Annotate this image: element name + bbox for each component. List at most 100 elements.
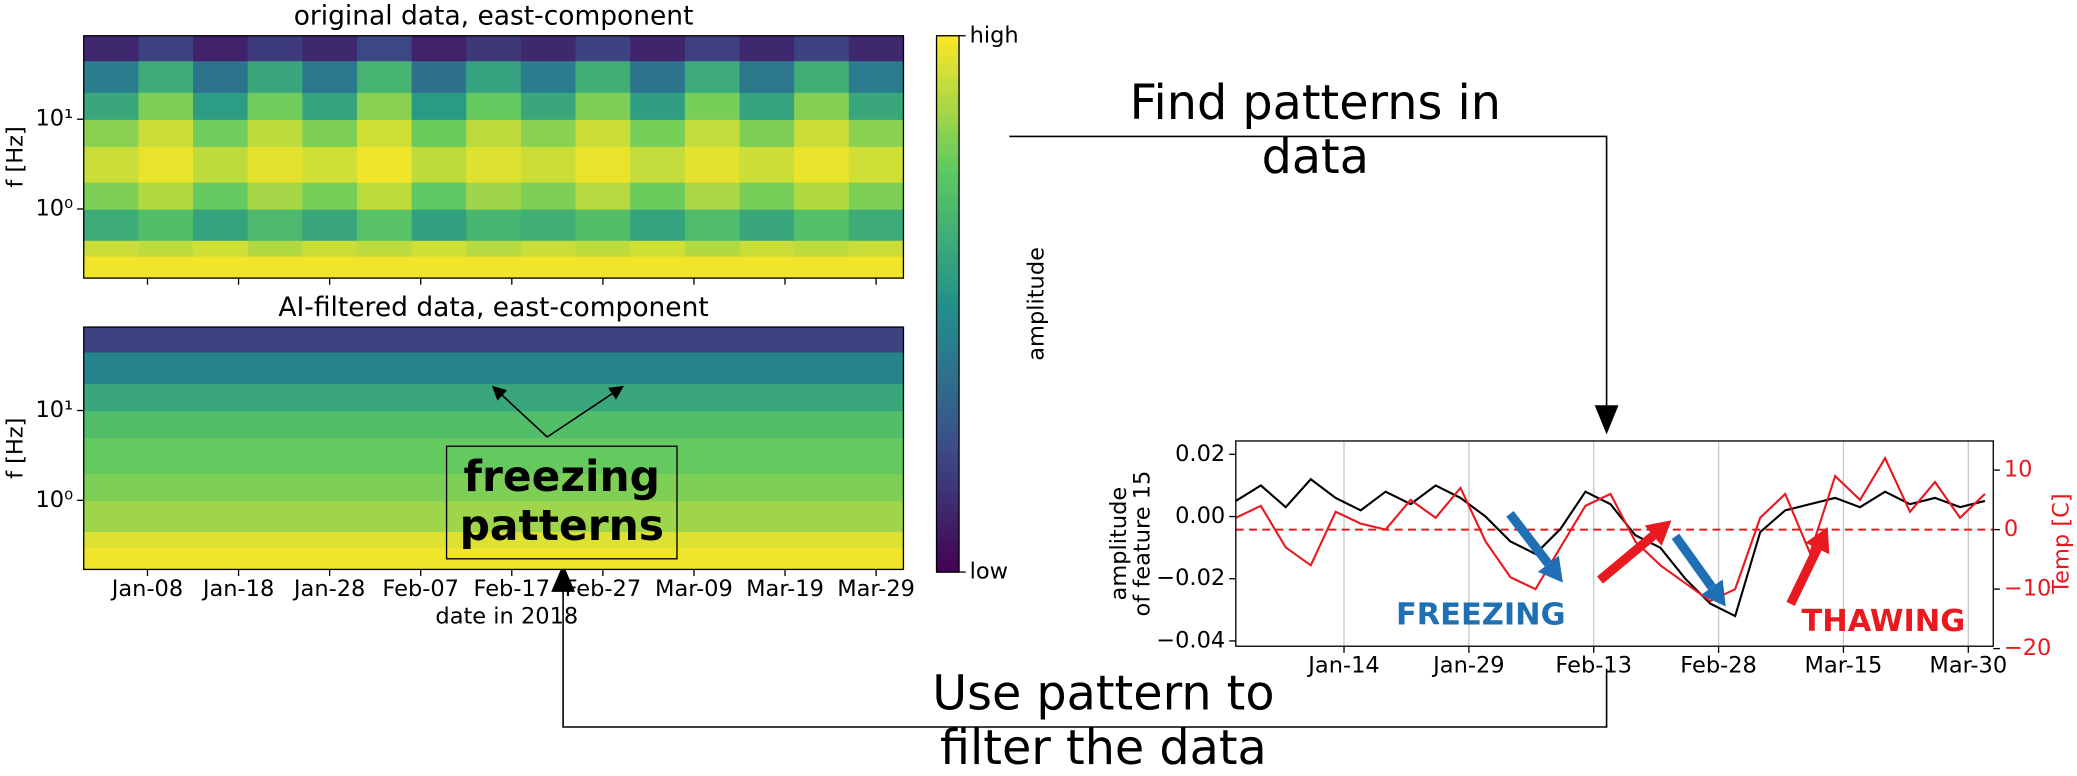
- heatmap-cell: [83, 410, 905, 439]
- annotation: data: [1262, 130, 1369, 185]
- colorbar-segment: [936, 136, 960, 144]
- heatmap-cell: [684, 92, 741, 120]
- colorbar-segment: [936, 484, 960, 493]
- heatmap-cell: [247, 146, 303, 183]
- heatmap-cell: [848, 92, 905, 120]
- heatmap-cell: [739, 181, 795, 210]
- heatmap-cell: [630, 181, 686, 210]
- annotation-arrow: [1506, 510, 1553, 567]
- colorbar-segment: [936, 411, 960, 419]
- colorbar-segment: [936, 89, 960, 97]
- colorbar-segment: [936, 243, 960, 251]
- heatmap-cell: [630, 255, 686, 279]
- heatmap-cell: [411, 35, 467, 62]
- heatmap-cell: [684, 119, 741, 147]
- heatmap-cell: [356, 60, 413, 93]
- heatmap-cell: [794, 208, 850, 241]
- colorbar-segment: [936, 169, 960, 178]
- heatmap-cell: [138, 181, 194, 210]
- heatmap-cell: [684, 181, 741, 210]
- heatmap-cell: [520, 208, 577, 241]
- y-tick-label: 10¹: [35, 106, 73, 132]
- colorbar-segment: [936, 364, 960, 372]
- heatmap-cell: [356, 240, 413, 257]
- heatmap-cell: [356, 35, 413, 62]
- x-tick-label: Mar-29: [837, 576, 915, 602]
- heatmap-cell: [848, 119, 905, 147]
- colorbar-segment: [936, 203, 960, 211]
- heatmap-cell: [83, 255, 140, 279]
- x-tick-label: Feb-17: [473, 576, 550, 602]
- heatmap-cell: [138, 92, 194, 120]
- heatmap-cell: [411, 181, 467, 210]
- colorbar-segment: [936, 35, 960, 44]
- heatmap-cell: [794, 255, 850, 279]
- colorbar-segment: [936, 471, 960, 479]
- heatmap-cell: [794, 60, 850, 93]
- heatmap-cell: [466, 60, 522, 93]
- plot-frame: [1235, 440, 1994, 647]
- colorbar-tick-label: low: [970, 559, 1008, 585]
- heatmap-cell: [302, 208, 358, 241]
- plot-frame: [83, 326, 905, 571]
- heatmap-cell: [356, 208, 413, 241]
- x-axis-label: date in 2018: [435, 604, 578, 630]
- colorbar-segment: [936, 62, 960, 70]
- heatmap-cell: [848, 181, 905, 210]
- colorbar-segment: [936, 210, 960, 218]
- heatmap-cell: [848, 60, 905, 93]
- y2-tick-label: 10: [2004, 457, 2033, 483]
- heatmap-cell: [302, 35, 358, 62]
- heatmap-cell: [193, 208, 249, 241]
- heatmap-cell: [193, 146, 249, 183]
- heatmap-cell: [193, 92, 249, 120]
- annotation-arrow: [1597, 532, 1657, 584]
- heatmap-cell: [247, 119, 303, 147]
- heatmap-cell: [193, 255, 249, 279]
- colorbar-segment: [936, 545, 960, 553]
- heatmap-cell: [684, 146, 741, 183]
- colorbar-segment: [936, 531, 960, 540]
- heatmap-cell: [575, 208, 631, 241]
- x-tick-label: Mar-30: [1929, 653, 2007, 679]
- colorbar-segment: [936, 236, 960, 245]
- heatmap-cell: [83, 531, 905, 548]
- colorbar-segment: [936, 324, 960, 332]
- colorbar-segment: [936, 357, 960, 365]
- heatmap-cell: [630, 119, 686, 147]
- heatmap-cell: [684, 35, 741, 62]
- heatmap-cell: [411, 208, 467, 241]
- annotation: FREEZING: [1396, 597, 1566, 632]
- heatmap-cell: [466, 35, 522, 62]
- colorbar-segment: [936, 384, 960, 392]
- heatmap-cell: [466, 240, 522, 257]
- x-tick-label: Jan-14: [1306, 653, 1379, 679]
- heatmap-cell: [411, 92, 467, 120]
- heatmap-cell: [83, 60, 140, 93]
- heatmap-cell: [138, 240, 194, 257]
- heatmap-cell: [794, 240, 850, 257]
- heatmap-cell: [83, 473, 905, 501]
- annotation-arrow: [1671, 533, 1716, 590]
- annotation-arrow: [491, 385, 548, 438]
- colorbar-segment: [936, 156, 960, 164]
- heatmap-cell: [575, 92, 631, 120]
- colorbar-segment: [936, 303, 960, 312]
- x-tick-label: Mar-19: [746, 576, 824, 602]
- arrow-head: [551, 564, 576, 592]
- y2-tick-label: −10: [2004, 576, 2051, 602]
- colorbar-segment: [936, 337, 960, 345]
- colorbar-segment: [936, 404, 960, 412]
- annotation: Find patterns in: [1130, 76, 1501, 131]
- colorbar-segment: [936, 176, 960, 184]
- heatmap-cell: [520, 92, 577, 120]
- heatmap-cell: [848, 208, 905, 241]
- colorbar-segment: [936, 69, 960, 77]
- colorbar-segment: [936, 116, 960, 124]
- heatmap-cell: [247, 35, 303, 62]
- heatmap-cell: [83, 208, 140, 241]
- colorbar-segment: [936, 297, 960, 305]
- annotation-box: [445, 445, 678, 560]
- x-tick-label: Jan-28: [292, 576, 365, 602]
- heatmap-cell: [302, 92, 358, 120]
